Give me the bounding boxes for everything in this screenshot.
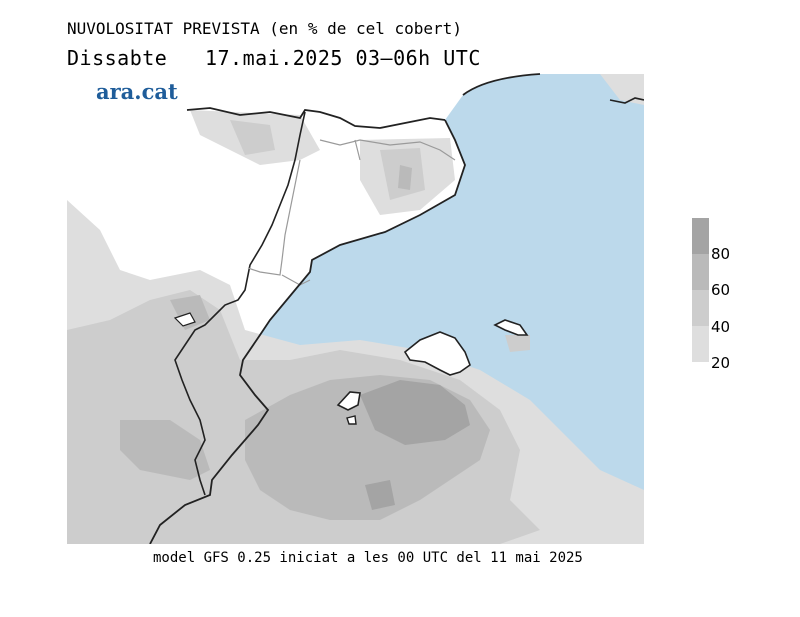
legend-band-60	[692, 254, 709, 290]
mallorca-island	[403, 331, 471, 376]
country-border	[186, 107, 446, 129]
legend-band-40	[692, 290, 709, 326]
region-border	[174, 111, 306, 496]
map-title: NUVOLOSITAT PREVISTA (en % de cel cobert…	[67, 19, 462, 38]
coastline-north	[609, 97, 644, 104]
inland-lake	[173, 312, 196, 327]
coastline	[149, 73, 541, 544]
legend-label-40: 40	[711, 318, 731, 336]
formentera-island	[346, 415, 357, 425]
ibiza-island	[336, 391, 361, 411]
cloud-cover-legend	[692, 218, 709, 362]
legend-band-80	[692, 218, 709, 254]
legend-band-20	[692, 326, 709, 362]
menorca-island	[493, 319, 529, 336]
forecast-day: Dissabte	[67, 46, 168, 70]
forecast-datetime: Dissabte 17.mai.2025 03–06h UTC	[67, 46, 481, 70]
cloud-layer-80	[360, 380, 470, 510]
model-note: model GFS 0.25 iniciat a les 00 UTC del …	[153, 550, 583, 566]
legend-label-60: 60	[711, 281, 731, 299]
legend-label-80: 80	[711, 245, 731, 263]
ara-cat-logo: ara.cat	[96, 79, 178, 104]
forecast-date-range: 17.mai.2025 03–06h UTC	[204, 46, 481, 70]
province-border	[247, 139, 456, 286]
legend-label-20: 20	[711, 354, 731, 372]
